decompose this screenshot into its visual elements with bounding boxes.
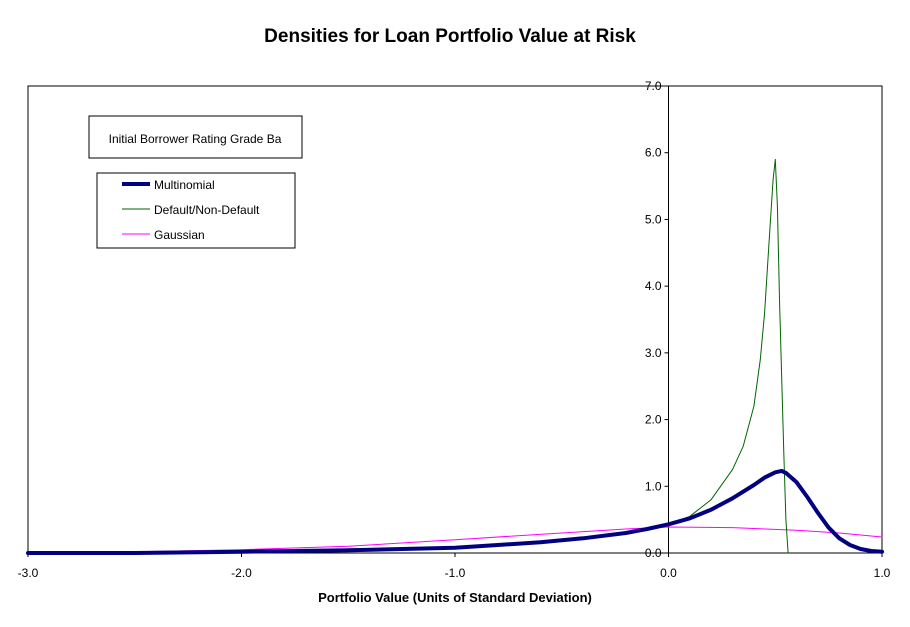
plot-area-frame xyxy=(27,85,883,554)
y-tick-label: 3.0 xyxy=(645,346,662,360)
y-tick-label: 5.0 xyxy=(645,212,662,226)
x-tick-label: 1.0 xyxy=(874,566,891,580)
y-tick-label: 6.0 xyxy=(645,146,662,160)
subtitle-box: Initial Borrower Rating Grade Ba xyxy=(88,115,303,159)
series-line-multinomial xyxy=(26,468,884,555)
legend-label-multinomial: Multinomial xyxy=(154,178,215,192)
x-tick-label: -1.0 xyxy=(445,566,466,580)
chart-title: Densities for Loan Portfolio Value at Ri… xyxy=(264,26,636,47)
legend-label-gaussian: Gaussian xyxy=(154,228,205,242)
chart-subtitle: Initial Borrower Rating Grade Ba xyxy=(109,132,282,146)
legend: Multinomial Default/Non-Default Gaussian xyxy=(96,172,296,249)
x-axis-label: Portfolio Value (Units of Standard Devia… xyxy=(318,590,592,605)
x-tick-label: -2.0 xyxy=(231,566,252,580)
y-tick-label: 1.0 xyxy=(645,479,662,493)
y-tick-label: 4.0 xyxy=(645,279,662,293)
x-tick-label: -3.0 xyxy=(18,566,39,580)
legend-label-default-non-default: Default/Non-Default xyxy=(154,203,260,217)
y-tick-label: 2.0 xyxy=(645,413,662,427)
subtitle-box-frame xyxy=(88,115,303,159)
y-tick-label: 0.0 xyxy=(645,546,662,560)
axes-layer: 0.0 1.0 2.0 3.0 4.0 5.0 6.0 7.0 -3.0 -2.0 -1.0 0.0 1… xyxy=(18,79,891,580)
y-tick-label: 7.0 xyxy=(645,79,662,93)
x-tick-label: 0.0 xyxy=(660,566,677,580)
series-line-default-non-default xyxy=(668,158,789,554)
series-layer xyxy=(26,158,884,555)
